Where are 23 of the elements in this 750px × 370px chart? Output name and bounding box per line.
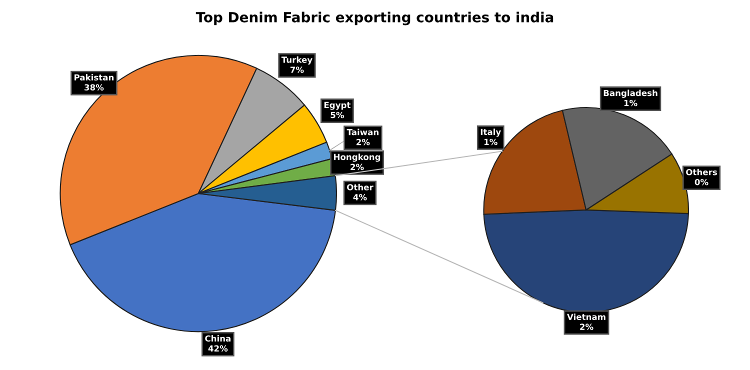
slice-label: Others [686,168,717,176]
slice-label: Vietnam [567,314,606,320]
data-label: 0% [694,178,708,186]
slice-label: Turkey [281,56,312,65]
slice-label: Other [347,184,374,190]
slice-label: Taiwan [346,128,378,136]
data-label: 42% [208,345,228,352]
data-label: 1% [624,100,638,106]
data-label: 4% [353,194,367,200]
data-label: 2% [350,164,364,170]
slice-label: Bangladesh [604,90,658,98]
slice-label: Egypt [324,102,351,110]
data-label: 1% [484,138,498,146]
chart-title: Top Denim Fabric exporting countries to india [196,12,554,26]
data-label: 2% [356,138,370,146]
slice-label: Hongkong [334,154,380,162]
slice-label: China [205,335,231,342]
slice-label: Pakistan [74,74,114,81]
data-label: 2% [580,324,594,330]
data-label: 5% [330,112,344,118]
data-label: 7% [290,66,304,73]
slice-label: Italy [480,128,501,137]
data-label: 38% [84,84,104,91]
